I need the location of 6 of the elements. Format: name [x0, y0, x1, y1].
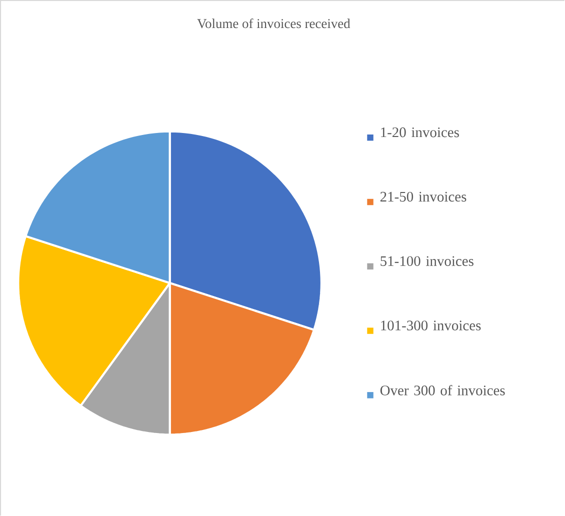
chart-title: Volume of invoices received: [197, 18, 350, 28]
legend-label: 1-20 invoices: [381, 127, 459, 138]
legend-label: Over 300 of invoices: [380, 384, 505, 396]
legend-label: 21-50 invoices: [380, 192, 466, 202]
legend-label: 51-100 invoices: [380, 256, 474, 266]
legend-label: 101-300 invoices: [381, 320, 481, 330]
